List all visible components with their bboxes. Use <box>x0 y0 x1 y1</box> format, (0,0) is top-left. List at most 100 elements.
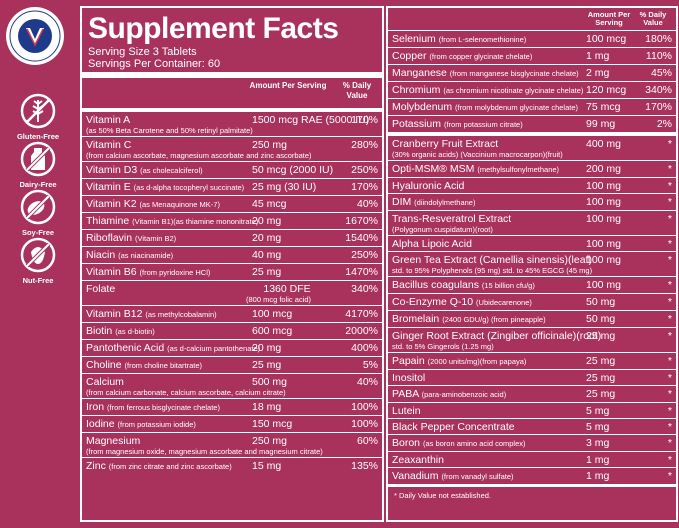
nutrient-dv: * <box>667 213 672 225</box>
nutrient-amount: 25 mg <box>586 330 616 342</box>
nut-free-badge: Nut-Free <box>8 236 68 285</box>
nutrient-dv: * <box>667 296 672 308</box>
nutrient-dv: 1470% <box>345 266 378 278</box>
left-nutrient-list: Vitamin A (as 50% Beta Carotene and 50% r… <box>82 108 382 474</box>
nutrient-source: (as Menaquinone MK-7) <box>139 200 220 209</box>
nutrient-row: Boron (as boron amino acid complex) 3 mg * <box>388 434 676 451</box>
nut-icon <box>20 237 56 273</box>
gluten-free-badge: Gluten-Free <box>8 92 68 141</box>
amount-header: Amount Per Serving <box>587 10 631 27</box>
nutrient-amount: 18 mg <box>252 401 282 413</box>
nutrient-name: Ginger Root Extract (Zingiber officinale… <box>392 330 602 342</box>
nutrient-row: Lutein 5 mg * <box>388 402 676 418</box>
nutrient-amount: 1 mg <box>586 50 610 62</box>
nutrient-source: (2400 GDU/g) (from pineapple) <box>442 315 546 324</box>
nutrient-row: Niacin (as niacinamide) 40 mg 250% <box>82 246 382 263</box>
nutrient-dv: * <box>667 330 672 342</box>
nutrient-name: Inositol <box>392 372 426 384</box>
nutrient-row: Iron (from ferrous bisglycinate chelate)… <box>82 398 382 415</box>
nutrient-row: Potassium (from potassium citrate) 99 mg 2… <box>388 115 676 132</box>
nutrient-amount: 100 mg <box>586 213 622 225</box>
supplement-facts-left-panel: Supplement Facts Serving Size 3 Tablets … <box>80 6 384 522</box>
nutrient-row: Thiamine (Vitamin B1)(as thiamine mononi… <box>82 212 382 229</box>
nutrient-name: Bromelain <box>392 313 440 325</box>
right-nutrient-list: Selenium (from L-selenomethionine) 100 mc… <box>388 30 676 484</box>
nutrient-amount: 25 mg <box>586 355 616 367</box>
nutrient-row: Bacillus coagulans (15 billion cfu/g) 100… <box>388 276 676 293</box>
nutrient-row: Choline (from choline bitartrate) 25 mg 5% <box>82 356 382 373</box>
nutrient-source: (from choline bitartrate) <box>124 361 203 370</box>
column-header: Amount Per Serving % Daily Value <box>388 8 676 30</box>
nutrient-dv: 60% <box>356 435 378 447</box>
dairy-free-badge: Dairy-Free <box>8 140 68 189</box>
nutrient-row: Cranberry Fruit Extract (30% organic acid… <box>388 132 676 160</box>
nutrient-name: Co-Enzyme Q-10 <box>392 296 474 308</box>
nutrient-name: Iodine <box>86 418 115 430</box>
nutrient-dv: 170% <box>351 114 378 126</box>
nutrient-dv: 2% <box>656 118 672 130</box>
nutrient-row: DIM (diindolylmethane) 100 mg * <box>388 193 676 210</box>
nutrient-amount: 100 mg <box>586 254 622 266</box>
quality-promise-seal <box>6 7 64 65</box>
nutrient-dv: 2000% <box>345 325 378 337</box>
nutrient-row: Zeaxanthin 1 mg * <box>388 451 676 467</box>
nutrient-amount: 50 mg <box>586 296 616 308</box>
badge-label: Dairy-Free <box>19 180 57 189</box>
nutrient-dv: * <box>667 372 672 384</box>
nutrient-name: Vitamin K2 <box>86 198 137 210</box>
nutrient-amount: 150 mcg <box>252 418 293 430</box>
nutrient-source: (Polygonum cuspidatum)(root) <box>392 225 493 234</box>
nutrient-name: Vitamin D3 <box>86 164 138 176</box>
nutrient-name: Potassium <box>392 118 442 130</box>
nutrient-row: Riboflavin (Vitamin B2) 20 mg 1540% <box>82 229 382 246</box>
nutrient-amount: 2 mg <box>586 67 610 79</box>
nutrient-name: Alpha Lipoic Acid <box>392 238 472 250</box>
nutrient-dv: 340% <box>645 84 672 96</box>
nutrient-dv: 1540% <box>345 232 378 244</box>
nutrient-row: Vitamin E (as d-alpha tocopheryl succina… <box>82 178 382 195</box>
nutrient-source: std. to 5% Gingerols (1.25 mg) <box>392 342 494 351</box>
badge-label: Soy-Free <box>21 228 55 237</box>
nutrient-source: (from vanadyl sulfate) <box>441 472 514 481</box>
nutrient-amount: 120 mcg <box>586 84 627 96</box>
nutrient-dv: * <box>667 470 672 482</box>
nutrient-amount: 250 mg <box>252 139 288 151</box>
nutrient-name: Niacin <box>86 249 116 261</box>
nutrient-name: Lutein <box>392 405 421 417</box>
nutrient-dv: 45% <box>650 67 672 79</box>
nutrient-amount: 100 mcg <box>586 33 627 45</box>
nutrient-dv: * <box>667 421 672 433</box>
nutrient-dv: * <box>667 313 672 325</box>
servings-per-container: Servings Per Container: 60 <box>88 58 221 70</box>
nutrient-name: Cranberry Fruit Extract <box>392 138 499 150</box>
nutrient-dv: * <box>667 437 672 449</box>
nutrient-dv: * <box>667 138 672 150</box>
thick-divider <box>82 72 382 78</box>
nutrient-row: Hyaluronic Acid 100 mg * <box>388 177 676 193</box>
nutrient-name: Folate <box>86 283 116 295</box>
nutrient-row: Vitamin C (from calcium ascorbate, magnes… <box>82 136 382 161</box>
badge-label: Nut-Free <box>22 276 54 285</box>
nutrient-name: Iron <box>86 401 105 413</box>
nutrient-amount: 25 mg <box>586 388 616 400</box>
nutrient-source: (from manganese bisglycinate chelate) <box>449 69 579 78</box>
nutrient-name: Green Tea Extract (Camellia sinensis)(le… <box>392 254 592 266</box>
nutrient-amount: 75 mcg <box>586 101 621 113</box>
nutrient-amount: 500 mg <box>252 376 288 388</box>
nutrient-name: PABA <box>392 388 419 400</box>
wheat-icon <box>20 93 56 129</box>
nutrient-name: Vanadium <box>392 470 439 482</box>
nutrient-dv: * <box>667 405 672 417</box>
nutrient-dv: 170% <box>351 181 378 193</box>
nutrient-name: Zeaxanthin <box>392 454 444 466</box>
nutrient-row: Biotin (as d-biotin) 600 mcg 2000% <box>82 322 382 339</box>
nutrient-source: (from potassium citrate) <box>443 120 523 129</box>
nutrient-dv: 180% <box>645 33 672 45</box>
nutrient-source: (from L-selenomethionine) <box>438 35 527 44</box>
nutrient-dv: 110% <box>645 50 672 62</box>
nutrient-name: Vitamin E <box>86 181 131 193</box>
nutrient-amount: 1500 mcg RAE (5000 IU) <box>252 114 370 126</box>
nutrient-name: Riboflavin <box>86 232 133 244</box>
nutrient-amount: 100 mcg <box>252 308 293 320</box>
nutrient-amount: 25 mg (30 IU) <box>252 181 317 193</box>
